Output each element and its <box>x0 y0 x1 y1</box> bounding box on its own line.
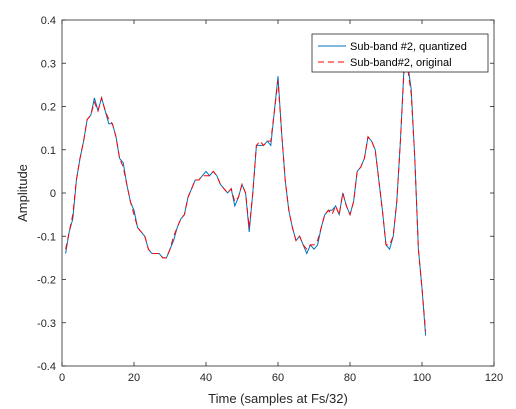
series-line-2 <box>65 66 427 332</box>
x-tick-label: 100 <box>413 372 431 384</box>
x-tick-label: 20 <box>128 372 140 384</box>
x-tick-label: 60 <box>272 372 284 384</box>
x-tick-label: 80 <box>344 372 356 384</box>
x-tick-label: 0 <box>59 372 65 384</box>
y-tick-label: 0 <box>50 188 56 200</box>
x-tick-label: 120 <box>485 372 503 384</box>
y-axis-label: Amplitude <box>15 164 30 222</box>
series-layer <box>65 62 427 336</box>
legend-label-2: Sub-band#2, original <box>350 57 452 69</box>
x-axis-label: Time (samples at Fs/32) <box>208 391 348 406</box>
x-tick-label: 40 <box>200 372 212 384</box>
y-tick-label: -0.1 <box>37 231 56 243</box>
y-tick-label: 0.2 <box>41 102 56 114</box>
ticks-layer: 0 20 40 60 80 100 120 -0.4 -0.3 -0.2 -0.1 0 0.1 0.2 0.… <box>37 15 503 384</box>
legend: Sub-band #2, quantized Sub-band#2, origin… <box>311 33 489 73</box>
y-tick-label: -0.3 <box>37 318 56 330</box>
y-tick-label: -0.2 <box>37 275 56 287</box>
y-tick-label: 0.1 <box>41 145 56 157</box>
y-tick-label: 0.3 <box>41 58 56 70</box>
y-tick-label: -0.4 <box>37 361 56 373</box>
legend-box <box>311 33 489 73</box>
legend-label-1: Sub-band #2, quantized <box>350 41 467 53</box>
y-tick-label: 0.4 <box>41 15 56 27</box>
